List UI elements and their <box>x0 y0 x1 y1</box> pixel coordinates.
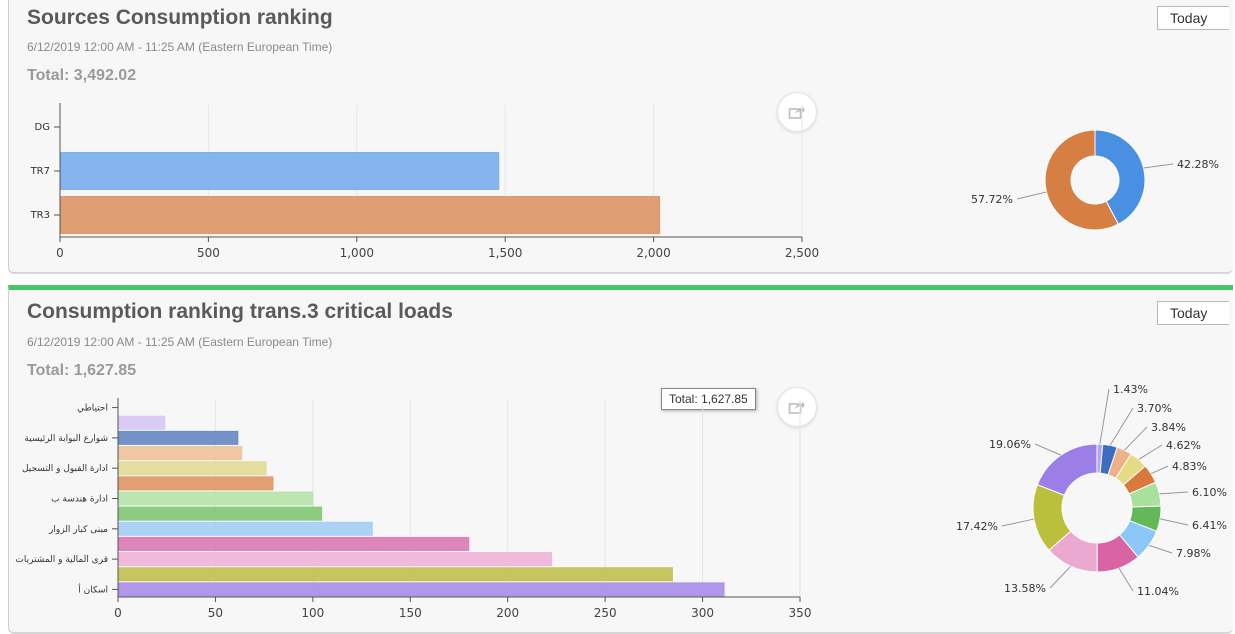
slice-connector <box>1001 518 1035 527</box>
x-tick-label: 100 <box>301 606 324 620</box>
donut-slice-0 <box>1094 129 1146 225</box>
slice-connector <box>1016 191 1047 200</box>
category-label: اسكان أ <box>78 583 108 595</box>
slice-connector <box>1159 491 1189 495</box>
range-select-button[interactable]: Today <box>1157 301 1229 325</box>
slice-label: 6.10% <box>1192 486 1227 499</box>
total-value: Total: 3,492.02 <box>27 67 137 84</box>
slice-connector <box>1124 426 1148 451</box>
slice-label: 1.43% <box>1113 383 1148 396</box>
sources-bar-chart: DG TR7 TR3 0 500 1,000 1,500 2,000 2,500 <box>30 103 819 260</box>
donut-slice-1 <box>1044 129 1119 231</box>
slice-connector <box>1109 407 1134 446</box>
bar-مبنى كبار الزوار <box>118 521 373 536</box>
slice-label: 4.83% <box>1172 460 1207 473</box>
x-tick-label: 0 <box>114 606 122 620</box>
x-tick-label: 200 <box>496 606 519 620</box>
slice-connector <box>1159 518 1189 526</box>
panel-title: Sources Consumption ranking <box>27 6 333 29</box>
slice-connector <box>1138 444 1163 460</box>
sources-consumption-panel: Sources Consumption ranking 6/12/2019 12… <box>8 0 1233 274</box>
bar-item-5 <box>118 476 274 491</box>
slice-connector <box>1150 465 1169 475</box>
x-tick-label: 2,500 <box>785 246 819 260</box>
x-tick-label: 50 <box>208 606 223 620</box>
x-tick-label: 150 <box>399 606 422 620</box>
x-tick-label: 250 <box>594 606 617 620</box>
date-range-subtitle: 6/12/2019 12:00 AM - 11:25 AM (Eastern E… <box>27 40 333 54</box>
category-label: TR7 <box>30 166 50 177</box>
slice-label: 17.42% <box>956 520 998 533</box>
slice-connector <box>1118 567 1134 592</box>
bar-item-9 <box>118 536 470 551</box>
x-tick-label: 300 <box>691 606 714 620</box>
category-label: ادارة القبول و التسجيل <box>22 464 108 474</box>
slice-label: 11.04% <box>1137 585 1179 598</box>
critical-loads-panel: Consumption ranking trans.3 critical loa… <box>8 285 1233 634</box>
bar-ادارة هندسة ب <box>118 491 314 506</box>
bar-شوارع البوابة الرئيسية <box>118 430 239 445</box>
bar-TR7 <box>60 152 500 190</box>
bar-TR3 <box>60 196 661 234</box>
slice-label: 57.72% <box>971 193 1013 206</box>
critical-loads-bar-chart: احتياطي شوارع البوابة الرئيسية ادارة القبو… <box>15 398 812 620</box>
bar-item-3 <box>118 446 243 461</box>
bar-ادارة القبول و التسجيل <box>118 461 267 476</box>
slice-label: 4.62% <box>1166 439 1201 452</box>
slice-label: 42.28% <box>1177 158 1219 171</box>
bar-اسكان أ <box>118 582 725 597</box>
x-tick-label: 500 <box>197 246 220 260</box>
slice-connector <box>1049 566 1072 589</box>
x-tick-label: 1,000 <box>340 246 374 260</box>
bar-item-1 <box>118 415 166 430</box>
slice-label: 13.58% <box>1004 582 1046 595</box>
slice-connector <box>1148 544 1173 554</box>
sources-donut-chart: 42.28% 57.72% <box>971 129 1219 231</box>
critical-loads-donut-chart: 1.43% 3.70% 3.84% 4.62% 4.83% 6.10% 6.41% 7.98%… <box>956 383 1227 598</box>
slice-label: 6.41% <box>1192 519 1227 532</box>
category-label: شوارع البوابة الرئيسية <box>24 434 108 444</box>
share-button[interactable] <box>777 387 817 427</box>
slice-label: 7.98% <box>1176 547 1211 560</box>
x-tick-label: 0 <box>56 246 64 260</box>
share-button[interactable] <box>777 92 817 132</box>
range-select-button[interactable]: Today <box>1157 6 1229 30</box>
donut-slice-11 <box>1036 443 1098 496</box>
total-tooltip: Total: 1,627.85 <box>661 388 756 410</box>
x-tick-label: 2,000 <box>636 246 670 260</box>
category-label: ادارة هندسة ب <box>51 495 108 505</box>
panel-title: Consumption ranking trans.3 critical loa… <box>27 300 453 323</box>
bar-item-11 <box>118 567 673 582</box>
bar-item-7 <box>118 506 323 521</box>
x-tick-label: 1,500 <box>488 246 522 260</box>
category-label: مبنى كبار الزوار <box>48 525 108 535</box>
category-label: DG <box>35 122 50 133</box>
slice-connector <box>1099 388 1110 445</box>
date-range-subtitle: 6/12/2019 12:00 AM - 11:25 AM (Eastern E… <box>27 335 333 349</box>
slice-label: 3.84% <box>1151 421 1186 434</box>
total-value: Total: 1,627.85 <box>27 362 137 379</box>
slice-label: 19.06% <box>989 438 1031 451</box>
slice-connector <box>1143 163 1174 169</box>
slice-connector <box>1034 443 1062 456</box>
category-label: قرى المالية و المشتريات <box>15 555 108 565</box>
slice-label: 3.70% <box>1137 402 1172 415</box>
bar-قرى المالية و المشتريات <box>118 552 553 567</box>
category-label: احتياطي <box>77 404 108 414</box>
category-label: TR3 <box>30 210 50 221</box>
x-tick-label: 350 <box>789 606 812 620</box>
